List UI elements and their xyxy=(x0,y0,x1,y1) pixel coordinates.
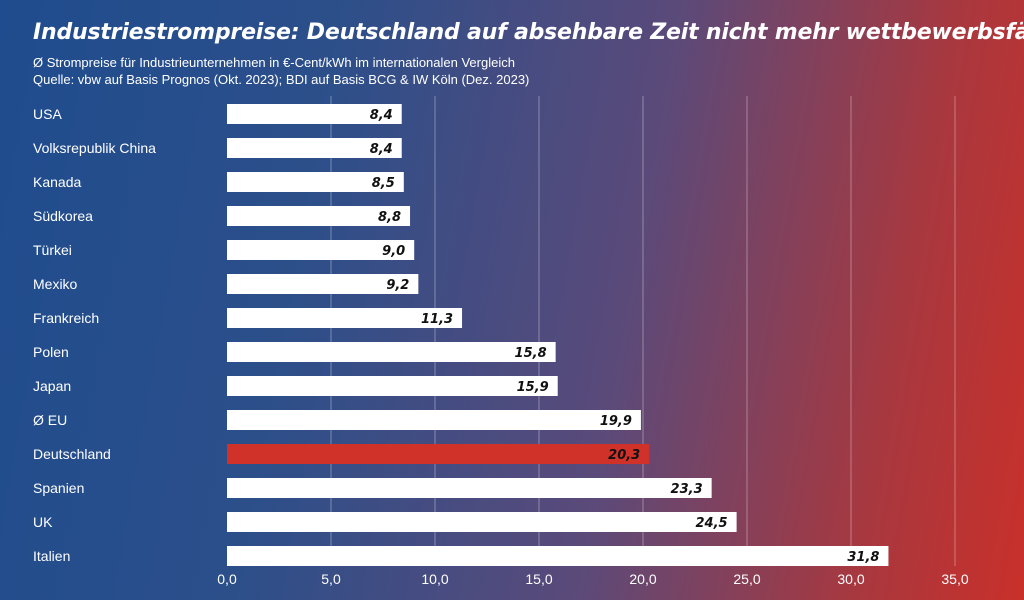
value-label: 20,3 xyxy=(608,448,640,463)
category-label: Ø EU xyxy=(33,412,67,428)
category-label: Kanada xyxy=(33,174,81,190)
bar xyxy=(227,410,641,430)
x-axis-tick-labels: 0,0 5,0 10,0 15,0 20,0 25,0 30,0 35,0 xyxy=(217,571,969,587)
x-tick-label: 10,0 xyxy=(421,571,448,587)
x-tick-label: 0,0 xyxy=(217,571,237,587)
chart-title: Industriestrompreise: Deutschland auf ab… xyxy=(33,20,1024,45)
bar xyxy=(227,274,419,294)
chart-subtitle: Ø Strompreise für Industrieunternehmen i… xyxy=(33,55,515,70)
value-label: 9,2 xyxy=(386,278,409,293)
x-tick-label: 25,0 xyxy=(733,571,760,587)
bar xyxy=(227,478,712,498)
chart-subtitle-block: Ø Strompreise für Industrieunternehmen i… xyxy=(33,54,529,88)
bar xyxy=(227,138,402,158)
value-label: 9,0 xyxy=(382,244,405,259)
value-label: 8,4 xyxy=(370,108,393,123)
category-label: Mexiko xyxy=(33,276,78,292)
bars xyxy=(227,104,889,566)
bar xyxy=(227,206,411,226)
category-label: Japan xyxy=(33,378,71,394)
value-label: 31,8 xyxy=(847,550,879,565)
value-label: 8,5 xyxy=(372,176,395,191)
x-tick-label: 5,0 xyxy=(321,571,341,587)
category-label: Italien xyxy=(33,548,70,564)
value-label: 24,5 xyxy=(696,516,728,531)
bar xyxy=(227,308,463,328)
bar xyxy=(227,376,558,396)
category-label: Südkorea xyxy=(33,208,93,224)
category-label: USA xyxy=(33,106,62,122)
chart-source: Quelle: vbw auf Basis Prognos (Okt. 2023… xyxy=(33,72,530,87)
category-labels: USA Volksrepublik China Kanada Südkorea Türk… xyxy=(33,106,156,564)
bar xyxy=(227,240,415,260)
category-label: Volksrepublik China xyxy=(33,140,156,156)
value-label: 8,8 xyxy=(378,210,401,225)
category-label: UK xyxy=(33,514,53,530)
x-tick-label: 30,0 xyxy=(837,571,864,587)
x-tick-label: 35,0 xyxy=(941,571,968,587)
category-label: Türkei xyxy=(33,242,72,258)
value-label: 15,8 xyxy=(515,346,547,361)
bar xyxy=(227,546,889,566)
category-label: Deutschland xyxy=(33,446,111,462)
x-tick-label: 20,0 xyxy=(629,571,656,587)
category-label: Spanien xyxy=(33,480,84,496)
category-label: Frankreich xyxy=(33,310,99,326)
bar xyxy=(227,342,556,362)
bar xyxy=(227,172,404,192)
value-label: 19,9 xyxy=(600,414,632,429)
value-label: 23,3 xyxy=(671,482,703,497)
x-tick-label: 15,0 xyxy=(525,571,552,587)
bar-highlighted xyxy=(227,444,650,464)
bar xyxy=(227,104,402,124)
bar xyxy=(227,512,737,532)
category-label: Polen xyxy=(33,344,69,360)
value-label: 11,3 xyxy=(421,312,453,327)
value-label: 8,4 xyxy=(370,142,393,157)
value-labels: 8,4 8,4 8,5 8,8 9,0 9,2 11,3 15,8 15,9 19,9 20,3 23… xyxy=(370,108,880,565)
value-label: 15,9 xyxy=(517,380,549,395)
